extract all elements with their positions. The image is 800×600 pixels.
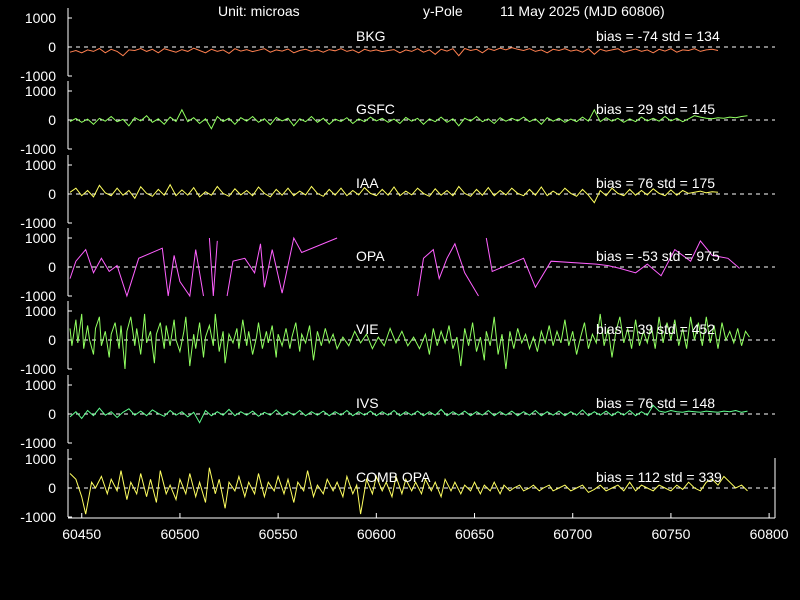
panel-name-label: COMB OPA	[356, 469, 431, 485]
y-tick-label: 0	[48, 480, 56, 496]
y-tick-label: 1000	[25, 230, 56, 246]
panel-stats-label: bias = 39 std = 452	[596, 321, 715, 337]
y-tick-label: 0	[48, 186, 56, 202]
panel-vie: 1000 0 -1000 VIE bias = 39 std = 452	[20, 301, 775, 377]
series-line	[69, 183, 719, 204]
panel-name-label: IAA	[356, 175, 379, 191]
panel-comb-opa: 1000 0 -1000 COMB OPA bias = 112 std = 339	[20, 449, 775, 525]
panel-gsfc: 1000 0 -1000 GSFC bias = 29 std = 145	[20, 81, 775, 157]
x-tick-label: 60700	[553, 526, 592, 542]
y-tick-label: 1000	[25, 83, 56, 99]
series-line	[69, 108, 748, 130]
panel-stats-label: bias = 29 std = 145	[596, 101, 715, 117]
series-line	[417, 242, 479, 297]
x-tick-label: 60550	[259, 526, 298, 542]
y-tick-label: 1000	[25, 377, 56, 393]
series-line	[485, 237, 740, 289]
y-tick-label: 0	[48, 332, 56, 348]
x-tick-label: 60750	[651, 526, 690, 542]
panel-name-label: IVS	[356, 395, 379, 411]
y-tick-label: 1000	[25, 451, 56, 467]
series-line	[69, 313, 750, 370]
y-tick-label: 0	[48, 406, 56, 422]
panel-name-label: VIE	[356, 321, 379, 337]
panel-stats-label: bias = 76 std = 148	[596, 395, 715, 411]
unit-label: Unit: microas	[218, 3, 300, 19]
series-line	[69, 404, 748, 424]
y-tick-label: 0	[48, 259, 56, 275]
series-line	[69, 467, 748, 515]
y-tick-label: -1000	[20, 288, 56, 304]
series-line	[69, 247, 204, 298]
x-tick-label: 60450	[62, 526, 101, 542]
series-line	[69, 47, 719, 57]
panel-name-label: GSFC	[356, 101, 395, 117]
y-tick-label: -1000	[20, 215, 56, 231]
panel-stats-label: bias = -53 std = 975	[596, 248, 720, 264]
panel-stats-label: bias = 76 std = 175	[596, 175, 715, 191]
y-tick-label: 0	[48, 112, 56, 128]
series-line	[208, 237, 218, 297]
series-line	[226, 236, 338, 297]
panel-opa: 1000 0 -1000 OPA bias = -53 std = 975	[20, 228, 775, 304]
panel-bkg: 1000 0 -1000 BKG bias = -74 std = 134	[20, 8, 775, 84]
panel-iaa: 1000 0 -1000 IAA bias = 76 std = 175	[20, 155, 775, 231]
panel-stats-label: bias = -74 std = 134	[596, 28, 720, 44]
y-tick-label: 1000	[25, 10, 56, 26]
y-tick-label: -1000	[20, 141, 56, 157]
date-label: 11 May 2025 (MJD 60806)	[500, 3, 665, 19]
x-tick-label: 60600	[357, 526, 396, 542]
y-tick-label: -1000	[20, 435, 56, 451]
panel-stats-label: bias = 112 std = 339	[596, 469, 722, 485]
y-tick-label: -1000	[20, 68, 56, 84]
panel-ivs: 1000 0 -1000 IVS bias = 76 std = 148	[20, 375, 775, 451]
y-tick-label: 1000	[25, 303, 56, 319]
x-tick-label: 60800	[750, 526, 789, 542]
y-tick-label: 1000	[25, 157, 56, 173]
y-tick-label: 0	[48, 39, 56, 55]
x-tick-label: 60500	[160, 526, 199, 542]
y-tick-label: -1000	[20, 509, 56, 525]
component-label: y-Pole	[423, 3, 463, 19]
x-tick-label: 60650	[455, 526, 494, 542]
y-tick-label: -1000	[20, 361, 56, 377]
plot-area: 1000 0 -1000 BKG bias = -74 std = 134 1000 0 -1…	[20, 8, 789, 542]
panel-name-label: OPA	[356, 248, 385, 264]
panel-name-label: BKG	[356, 28, 386, 44]
